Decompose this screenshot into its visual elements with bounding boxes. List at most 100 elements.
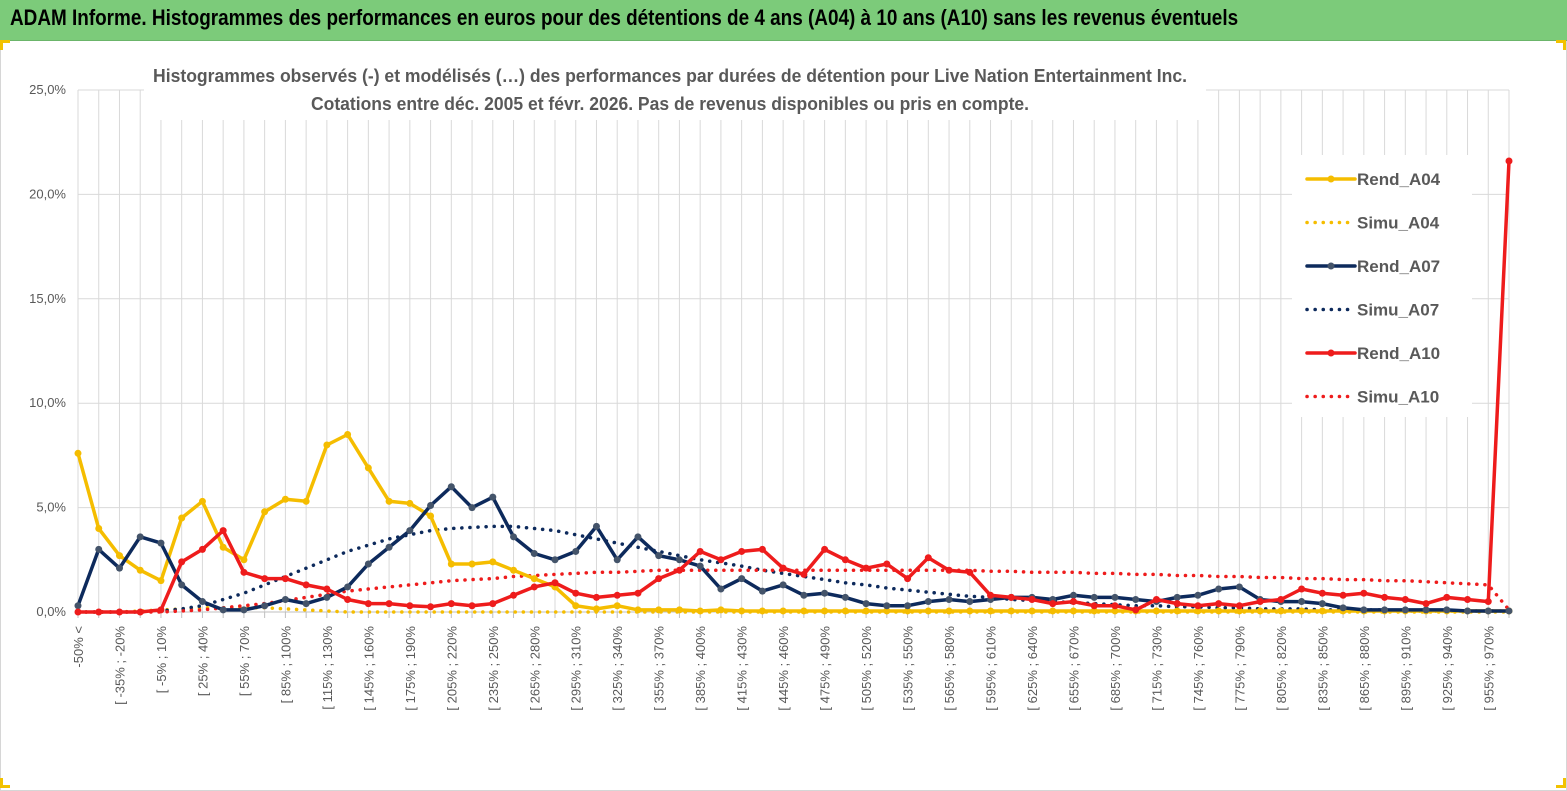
point-rend_a10	[758, 545, 766, 553]
axis-layer: 0,0% 5,0% 10,0% 15,0% 20,0% 25,0% -50% < [ -35%…	[29, 82, 1510, 711]
point-rend_a04	[74, 449, 82, 457]
x-tick-label: [ -5% ; 10%	[154, 626, 169, 694]
point-rend_a07	[1505, 607, 1513, 615]
point-rend_a04	[945, 607, 953, 615]
point-rend_a07	[696, 562, 704, 570]
x-tick-label: [ 595% ; 610%	[984, 626, 999, 711]
point-rend_a04	[862, 607, 870, 615]
corner-mark-top-left	[0, 40, 10, 43]
point-rend_a07	[489, 493, 497, 501]
point-rend_a07	[1235, 583, 1243, 591]
point-rend_a07	[1422, 606, 1430, 614]
point-rend_a07	[821, 589, 829, 597]
point-rend_a04	[987, 607, 995, 615]
point-rend_a04	[427, 512, 435, 520]
point-rend_a10	[924, 554, 932, 562]
point-rend_a10	[675, 566, 683, 574]
point-rend_a10	[1007, 593, 1015, 601]
point-rend_a07	[945, 595, 953, 603]
corner-mark-bottom-left	[0, 785, 10, 788]
point-rend_a07	[779, 581, 787, 589]
point-rend_a10	[592, 593, 600, 601]
point-rend_a07	[904, 602, 912, 610]
point-rend_a07	[406, 527, 414, 535]
x-tick-label: [ 925% ; 940%	[1440, 626, 1455, 711]
point-rend_a10	[198, 545, 206, 553]
x-tick-label: [ 475% ; 490%	[818, 626, 833, 711]
point-rend_a07	[74, 602, 82, 610]
point-rend_a07	[281, 595, 289, 603]
point-rend_a07	[1111, 593, 1119, 601]
point-rend_a04	[1194, 607, 1202, 615]
x-tick-label: [ 865% ; 880%	[1357, 626, 1372, 711]
x-tick-label: [ 265% ; 280%	[527, 626, 542, 711]
point-rend_a07	[385, 543, 393, 551]
point-rend_a10	[1339, 591, 1347, 599]
point-rend_a04	[904, 607, 912, 615]
y-tick-label: 0,0%	[36, 604, 66, 619]
point-rend_a10	[821, 545, 829, 553]
point-rend_a10	[1401, 595, 1409, 603]
point-rend_a07	[1464, 607, 1472, 615]
point-rend_a10	[1090, 602, 1098, 610]
point-rend_a10	[613, 591, 621, 599]
point-rend_a10	[1069, 598, 1077, 606]
point-rend_a10	[551, 579, 559, 587]
x-tick-label: [ 115% ; 130%	[320, 626, 335, 710]
point-rend_a04	[572, 602, 580, 610]
point-rend_a07	[758, 587, 766, 595]
point-rend_a10	[302, 581, 310, 589]
y-tick-label: 20,0%	[29, 186, 66, 201]
point-rend_a07	[240, 606, 248, 614]
point-rend_a04	[758, 607, 766, 615]
point-rend_a04	[1256, 607, 1264, 615]
point-rend_a07	[219, 606, 227, 614]
point-rend_a10	[1152, 595, 1160, 603]
point-rend_a04	[447, 560, 455, 568]
point-rend_a07	[427, 502, 435, 510]
point-rend_a04	[655, 606, 663, 614]
point-rend_a04	[613, 602, 621, 610]
point-rend_a04	[115, 552, 123, 560]
point-rend_a10	[1277, 595, 1285, 603]
point-rend_a04	[883, 607, 891, 615]
point-rend_a04	[1152, 607, 1160, 615]
point-rend_a10	[1422, 600, 1430, 608]
y-tick-label: 5,0%	[36, 500, 66, 515]
point-rend_a10	[1132, 606, 1140, 614]
point-rend_a10	[841, 556, 849, 564]
point-rend_a04	[966, 607, 974, 615]
point-rend_a10	[1360, 589, 1368, 597]
point-rend_a04	[1318, 607, 1326, 615]
x-tick-label: [ 55% ; 70%	[237, 626, 252, 697]
point-rend_a07	[924, 598, 932, 606]
point-rend_a07	[1215, 585, 1223, 593]
point-rend_a10	[696, 547, 704, 555]
x-tick-label: [ 505% ; 520%	[859, 626, 874, 711]
x-tick-label: [ 355% ; 370%	[652, 626, 667, 711]
point-rend_a07	[302, 600, 310, 608]
legend-label-simu_a04: Simu_A04	[1357, 214, 1440, 233]
x-tick-label: [ 175% ; 190%	[403, 626, 418, 711]
point-rend_a10	[1111, 602, 1119, 610]
point-rend_a07	[551, 556, 559, 564]
point-rend_a04	[323, 441, 331, 449]
legend-marker	[1327, 175, 1335, 183]
series-layer	[74, 157, 1513, 616]
point-rend_a10	[572, 589, 580, 597]
point-rend_a07	[1381, 606, 1389, 614]
point-rend_a07	[95, 545, 103, 553]
point-rend_a04	[95, 524, 103, 532]
point-rend_a10	[157, 606, 165, 614]
point-rend_a10	[1318, 589, 1326, 597]
x-tick-label: [ 655% ; 670%	[1066, 626, 1081, 711]
y-tick-label: 10,0%	[29, 395, 66, 410]
report-banner: ADAM Informe. Histogrammes des performan…	[0, 0, 1567, 41]
point-rend_a04	[675, 606, 683, 614]
point-rend_a04	[489, 558, 497, 566]
x-tick-label: -50% <	[71, 626, 86, 668]
corner-mark-top-right	[1556, 40, 1566, 43]
point-rend_a04	[779, 607, 787, 615]
point-rend_a07	[136, 533, 144, 541]
point-rend_a10	[945, 566, 953, 574]
